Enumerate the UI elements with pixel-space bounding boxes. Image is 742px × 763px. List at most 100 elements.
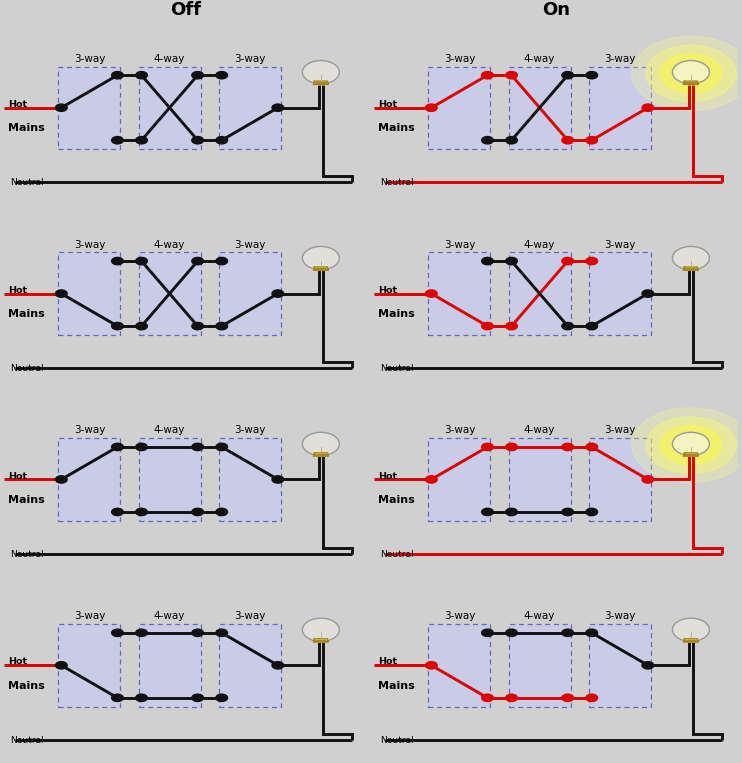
Circle shape	[586, 694, 597, 701]
Text: 3-way: 3-way	[444, 53, 475, 64]
Circle shape	[425, 290, 437, 298]
FancyBboxPatch shape	[428, 66, 490, 149]
Circle shape	[111, 72, 123, 79]
Text: Mains: Mains	[378, 495, 415, 505]
Text: Hot: Hot	[378, 285, 397, 295]
Circle shape	[425, 476, 437, 483]
Circle shape	[192, 694, 203, 701]
Circle shape	[586, 323, 597, 330]
Text: 4-way: 4-way	[524, 53, 555, 64]
Circle shape	[562, 257, 574, 265]
Circle shape	[216, 323, 228, 330]
Circle shape	[192, 137, 203, 144]
Circle shape	[192, 508, 203, 516]
Polygon shape	[313, 267, 329, 270]
Circle shape	[136, 323, 148, 330]
Circle shape	[646, 417, 736, 473]
Circle shape	[272, 290, 283, 298]
Polygon shape	[313, 639, 329, 642]
FancyBboxPatch shape	[219, 66, 280, 149]
FancyBboxPatch shape	[428, 624, 490, 707]
FancyBboxPatch shape	[59, 438, 120, 520]
Circle shape	[506, 694, 517, 701]
Circle shape	[482, 72, 493, 79]
Text: Hot: Hot	[8, 658, 27, 666]
Circle shape	[660, 426, 722, 465]
Circle shape	[642, 290, 654, 298]
FancyBboxPatch shape	[59, 253, 120, 335]
FancyBboxPatch shape	[139, 66, 200, 149]
FancyBboxPatch shape	[589, 438, 651, 520]
Text: 4-way: 4-way	[524, 426, 555, 436]
Text: 3-way: 3-way	[444, 611, 475, 621]
Circle shape	[216, 443, 228, 451]
Circle shape	[672, 60, 709, 84]
Polygon shape	[683, 81, 698, 85]
Circle shape	[482, 323, 493, 330]
Circle shape	[482, 694, 493, 701]
Circle shape	[216, 72, 228, 79]
FancyBboxPatch shape	[59, 66, 120, 149]
Circle shape	[303, 246, 339, 269]
Circle shape	[586, 72, 597, 79]
FancyBboxPatch shape	[59, 624, 120, 707]
Circle shape	[192, 629, 203, 636]
Circle shape	[216, 137, 228, 144]
Circle shape	[425, 662, 437, 669]
Text: Hot: Hot	[8, 100, 27, 109]
Text: 3-way: 3-way	[234, 53, 266, 64]
Polygon shape	[683, 267, 698, 270]
Text: 3-way: 3-way	[604, 240, 635, 250]
Text: 4-way: 4-way	[154, 426, 186, 436]
Circle shape	[136, 257, 148, 265]
Circle shape	[192, 443, 203, 451]
Text: Neutral: Neutral	[10, 179, 44, 188]
Circle shape	[672, 433, 709, 456]
Text: 3-way: 3-way	[73, 611, 105, 621]
Circle shape	[192, 323, 203, 330]
Circle shape	[136, 508, 148, 516]
Circle shape	[562, 694, 574, 701]
Text: Mains: Mains	[8, 124, 45, 134]
Text: 4-way: 4-way	[524, 240, 555, 250]
Text: Hot: Hot	[8, 285, 27, 295]
Circle shape	[111, 257, 123, 265]
Circle shape	[192, 257, 203, 265]
Text: Hot: Hot	[378, 472, 397, 481]
FancyBboxPatch shape	[428, 253, 490, 335]
Text: 3-way: 3-way	[73, 426, 105, 436]
Text: Neutral: Neutral	[10, 550, 44, 559]
Text: Hot: Hot	[8, 472, 27, 481]
FancyBboxPatch shape	[219, 438, 280, 520]
Text: 3-way: 3-way	[604, 426, 635, 436]
Text: 3-way: 3-way	[604, 53, 635, 64]
Circle shape	[642, 476, 654, 483]
Circle shape	[586, 629, 597, 636]
FancyBboxPatch shape	[508, 253, 571, 335]
Circle shape	[136, 72, 148, 79]
Circle shape	[672, 246, 709, 269]
Circle shape	[136, 443, 148, 451]
FancyBboxPatch shape	[508, 66, 571, 149]
Circle shape	[216, 508, 228, 516]
FancyBboxPatch shape	[219, 624, 280, 707]
Circle shape	[506, 629, 517, 636]
Text: Neutral: Neutral	[381, 179, 414, 188]
Text: 3-way: 3-way	[444, 240, 475, 250]
Circle shape	[136, 629, 148, 636]
Text: 3-way: 3-way	[234, 240, 266, 250]
Circle shape	[272, 662, 283, 669]
Circle shape	[482, 629, 493, 636]
Circle shape	[216, 629, 228, 636]
Circle shape	[506, 508, 517, 516]
Circle shape	[111, 694, 123, 701]
FancyBboxPatch shape	[428, 438, 490, 520]
Circle shape	[506, 72, 517, 79]
Text: Mains: Mains	[8, 495, 45, 505]
Text: 3-way: 3-way	[234, 611, 266, 621]
Circle shape	[562, 72, 574, 79]
Circle shape	[272, 104, 283, 111]
Circle shape	[642, 662, 654, 669]
Circle shape	[482, 257, 493, 265]
Circle shape	[111, 443, 123, 451]
